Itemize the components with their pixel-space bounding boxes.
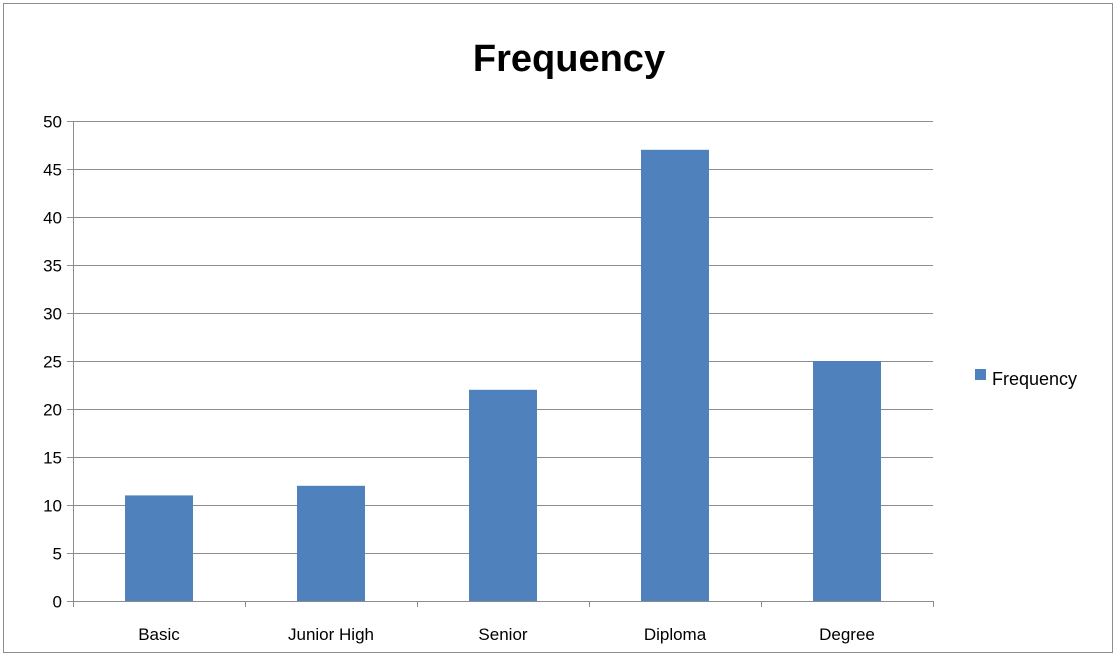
- y-tick-label: 0: [53, 593, 62, 612]
- chart-title: Frequency: [472, 38, 666, 80]
- bar-basic: [125, 495, 193, 601]
- x-tick-label: Basic: [138, 625, 180, 644]
- bars: [125, 149, 881, 602]
- x-tick-label: Senior: [478, 625, 527, 644]
- legend-swatch: [975, 369, 986, 380]
- x-tick-labels: Basic Junior High Senior Diploma Degree: [138, 625, 875, 644]
- bar-junior-high: [297, 485, 365, 601]
- y-tick-label: 40: [43, 209, 62, 228]
- y-tick-label: 5: [53, 545, 62, 564]
- y-tick-label: 20: [43, 401, 62, 420]
- y-tick-labels: 0 5 10 15 20 25 30 35 40 45 50: [43, 113, 62, 612]
- bar-diploma: [641, 149, 709, 602]
- bar-senior: [469, 389, 537, 601]
- legend: Frequency: [975, 369, 1077, 389]
- y-tick-label: 50: [43, 113, 62, 132]
- x-tick-label: Junior High: [288, 625, 374, 644]
- legend-label-frequency: Frequency: [992, 369, 1077, 389]
- y-tick-label: 15: [43, 449, 62, 468]
- y-tick-label: 45: [43, 161, 62, 180]
- y-tick-label: 10: [43, 497, 62, 516]
- y-tick-label: 30: [43, 305, 62, 324]
- x-tick-label: Diploma: [644, 625, 707, 644]
- x-tick-label: Degree: [819, 625, 875, 644]
- axes: [67, 121, 934, 607]
- y-tick-label: 35: [43, 257, 62, 276]
- bar-degree: [813, 361, 881, 601]
- y-tick-label: 25: [43, 353, 62, 372]
